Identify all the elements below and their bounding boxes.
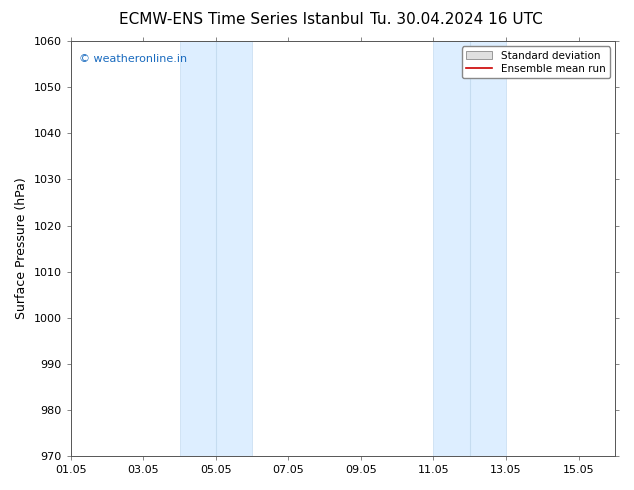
Bar [179, 41, 252, 456]
Text: © weatheronline.in: © weatheronline.in [79, 54, 187, 64]
Y-axis label: Surface Pressure (hPa): Surface Pressure (hPa) [15, 178, 28, 319]
Text: ECMW-ENS Time Series Istanbul: ECMW-ENS Time Series Istanbul [119, 12, 363, 27]
Bar [434, 41, 506, 456]
Legend: Standard deviation, Ensemble mean run: Standard deviation, Ensemble mean run [462, 47, 610, 78]
Text: Tu. 30.04.2024 16 UTC: Tu. 30.04.2024 16 UTC [370, 12, 543, 27]
